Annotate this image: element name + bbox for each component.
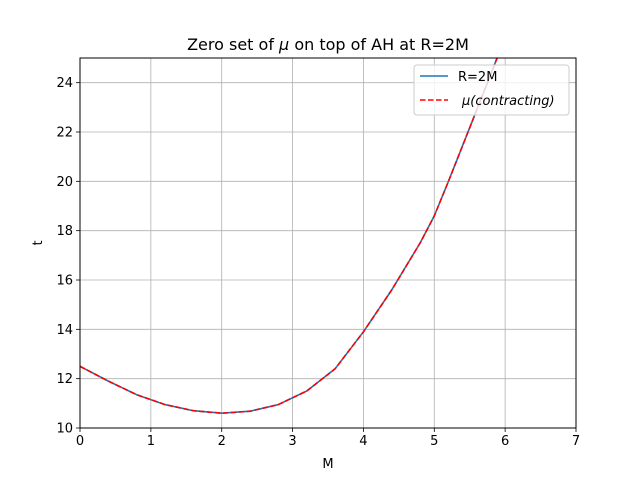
legend-label-contracting: μ(contracting) [461,94,555,109]
x-tick-label: 7 [572,434,580,449]
x-tick-label: 6 [501,434,509,449]
legend-label-r2m: R=2M [458,70,497,85]
y-tick-label: 10 [56,422,73,437]
legend: R=2M μ(contracting) [413,64,570,116]
y-tick-label: 18 [56,224,73,239]
x-tick-label: 4 [359,434,367,449]
x-axis-label: M [322,457,333,472]
x-tick-label: 1 [147,434,155,449]
x-tick-label: 5 [430,434,438,449]
y-axis-label: t [31,240,46,245]
y-tick-label: 22 [56,126,73,141]
plot-frame [79,57,577,429]
y-tick-label: 16 [56,274,73,289]
y-tick-label: 12 [56,372,73,387]
legend-box [413,64,570,116]
y-tick-label: 24 [56,76,73,91]
chart-title: Zero set of μ on top of AH at R=2M [187,35,469,54]
series-line-mu-contracting [80,58,498,415]
x-tick-label: 2 [218,434,226,449]
x-tick-label: 0 [76,434,84,449]
x-tick-label: 3 [288,434,296,449]
series-layer [80,58,498,415]
y-tick-label: 14 [56,323,73,338]
y-tick-label: 20 [56,175,73,190]
